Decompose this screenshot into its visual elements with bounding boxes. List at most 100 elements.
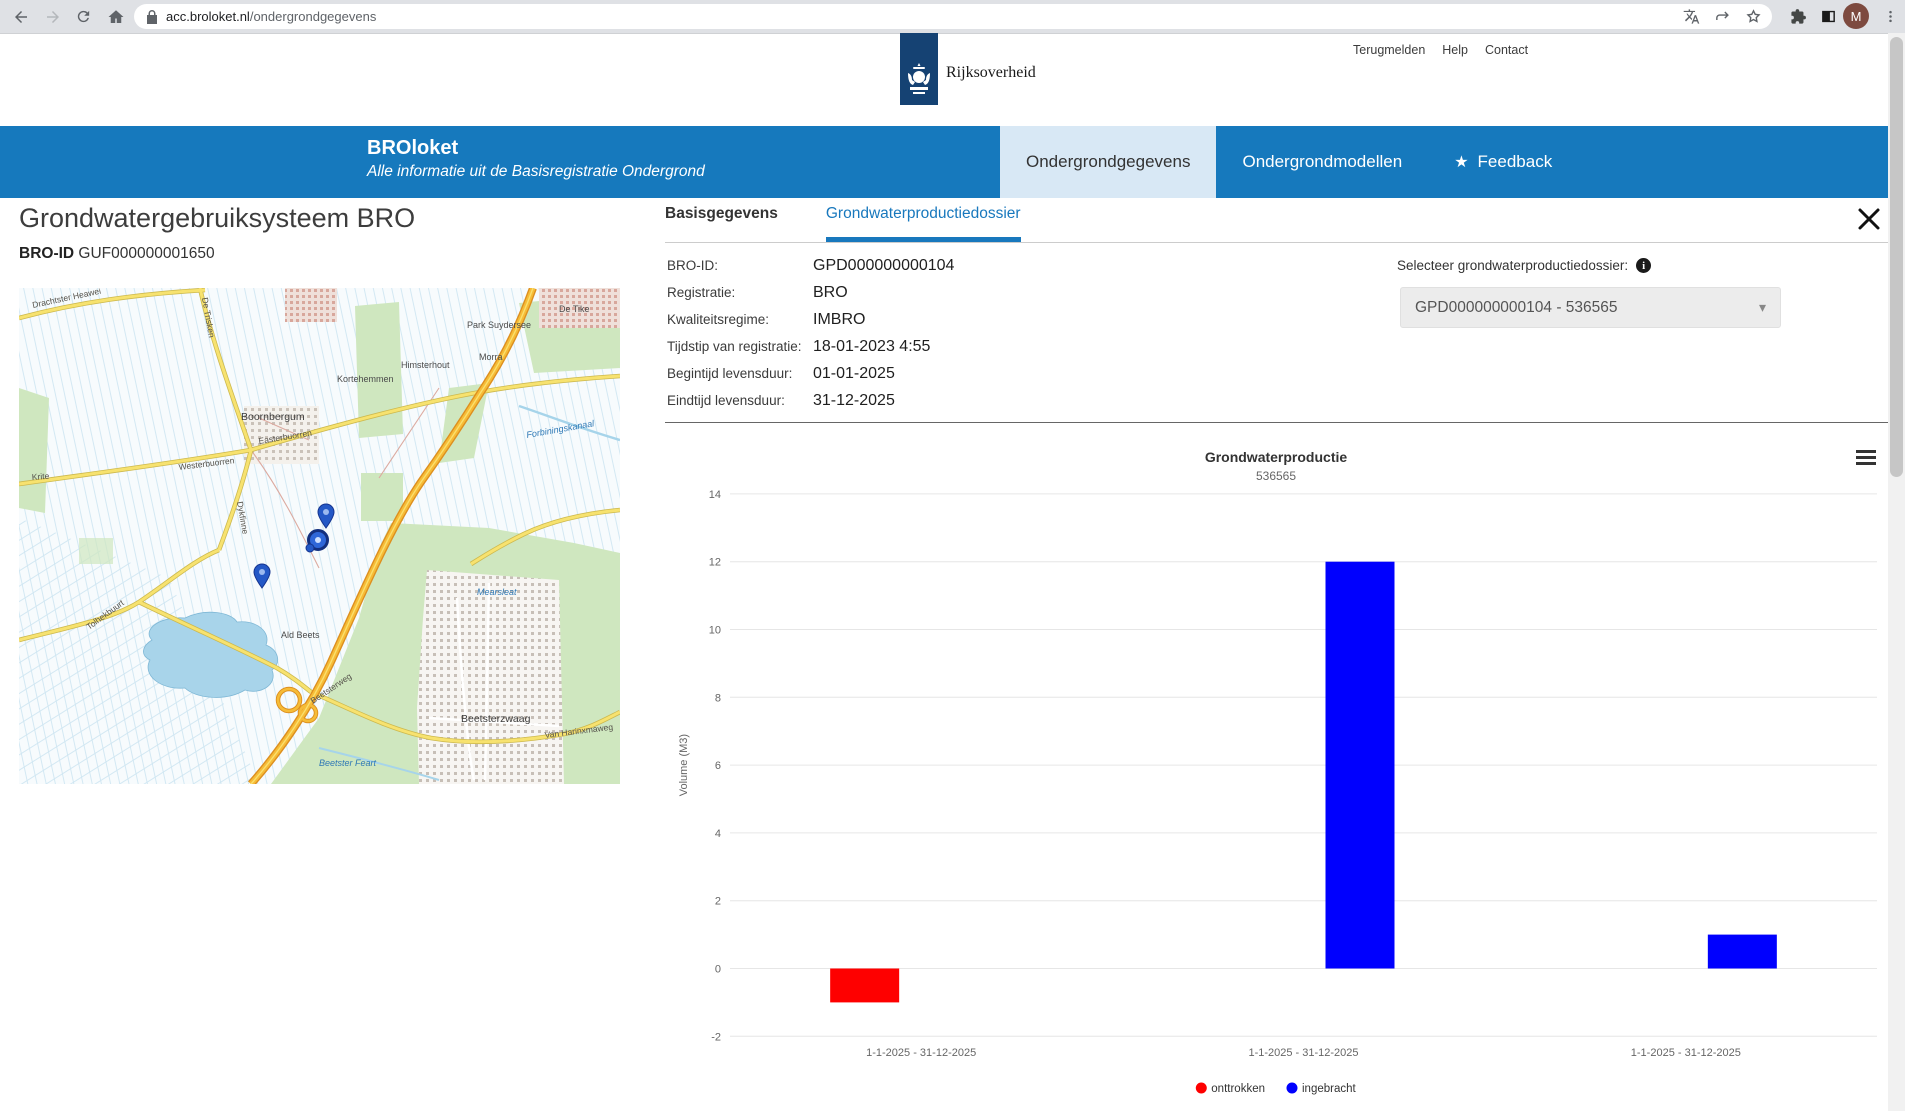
map-label: Beetsterzwaag [461, 713, 531, 725]
tab-grondwaterproductiedossier[interactable]: Grondwaterproductiedossier [826, 205, 1021, 243]
x-tick-label: 1-1-2025 - 31-12-2025 [1631, 1047, 1741, 1059]
y-tick-label: 0 [715, 964, 721, 976]
home-icon[interactable] [103, 4, 128, 29]
map-label: Morra [479, 352, 503, 362]
dossier-select-label: Selecteer grondwaterproductiedossier: i [1397, 258, 1651, 273]
x-tick-label: 1-1-2025 - 31-12-2025 [1248, 1047, 1358, 1059]
bookmark-star-icon[interactable] [1745, 8, 1762, 25]
dossier-select[interactable]: GPD000000000104 - 536565 ▾ [1400, 287, 1781, 328]
map-label: Beetster Feart [319, 758, 377, 768]
field-label: Registratie: [667, 285, 813, 300]
field-value: BRO [813, 284, 848, 302]
chart-subtitle: 536565 [1256, 469, 1296, 483]
browser-toolbar: acc.broloket.nl/ondergrondgegevens M [0, 0, 1905, 33]
field-label: Kwaliteitsregime: [667, 312, 813, 327]
translate-icon[interactable] [1683, 8, 1700, 25]
field-row: Eindtijd levensduur:31-12-2025 [667, 387, 954, 414]
y-tick-label: 14 [709, 489, 721, 501]
map[interactable]: Drachtster HeaweiDe TriskenPark Suyderse… [19, 288, 620, 784]
bar-onttrokken[interactable] [830, 969, 899, 1003]
brand-name: BROloket [367, 137, 458, 159]
y-tick-label: 4 [715, 828, 721, 840]
y-tick-label: 6 [715, 760, 721, 772]
nav-tabs: Ondergrondgegevens Ondergrondmodellen ★F… [1000, 126, 1578, 198]
dossier-fields: BRO-ID:GPD000000000104Registratie:BROKwa… [667, 252, 954, 414]
tab-divider [665, 242, 1888, 243]
nav-tab-ondergrondmodellen[interactable]: Ondergrondmodellen [1216, 126, 1428, 198]
share-icon[interactable] [1714, 8, 1731, 25]
bar-ingebracht[interactable] [1326, 562, 1395, 969]
y-tick-label: 2 [715, 896, 721, 908]
bar-ingebracht[interactable] [1708, 935, 1777, 969]
field-value: IMBRO [813, 311, 865, 329]
main-nav [0, 126, 1905, 198]
back-icon[interactable] [8, 4, 33, 29]
map-label: Park Suydersee [467, 320, 531, 330]
page: acc.broloket.nl/ondergrondgegevens M [0, 0, 1905, 1111]
y-tick-label: 12 [709, 557, 721, 569]
header-links: Terugmelden Help Contact [1353, 43, 1528, 57]
section-divider [665, 422, 1888, 423]
field-label: Eindtijd levensduur: [667, 393, 813, 408]
address-bar[interactable]: acc.broloket.nl/ondergrondgegevens [134, 4, 1772, 29]
y-axis-label: Volume (M3) [678, 734, 690, 796]
map-label: Boornbergum [241, 411, 305, 423]
map-label: Kortehemmen [337, 374, 394, 384]
chart-menu-icon[interactable] [1856, 450, 1876, 466]
brand-tagline: Alle informatie uit de Basisregistratie … [367, 163, 705, 181]
browser-menu-icon[interactable] [1878, 4, 1903, 29]
extensions-icon[interactable] [1786, 4, 1811, 29]
map-label: Ald Beets [281, 630, 320, 640]
field-row: Registratie:BRO [667, 279, 954, 306]
url-text: acc.broloket.nl/ondergrondgegevens [166, 9, 376, 24]
reload-icon[interactable] [71, 4, 96, 29]
chevron-down-icon: ▾ [1759, 299, 1766, 316]
map-label: Krite [31, 471, 49, 482]
field-row: Kwaliteitsregime:IMBRO [667, 306, 954, 333]
field-row: BRO-ID:GPD000000000104 [667, 252, 954, 279]
field-value: GPD000000000104 [813, 257, 954, 275]
legend-marker [1196, 1083, 1207, 1094]
map-dot-marker[interactable] [306, 544, 314, 552]
field-value: 31-12-2025 [813, 392, 895, 410]
map-label: Himsterhout [401, 360, 450, 370]
field-value: 01-01-2025 [813, 365, 895, 383]
field-label: Begintijd levensduur: [667, 366, 813, 381]
logo-text: Rijksoverheid [946, 64, 1036, 82]
legend-label: ingebracht [1302, 1083, 1357, 1095]
tab-basisgegevens[interactable]: Basisgegevens [665, 205, 778, 243]
nav-tab-ondergrondgegevens[interactable]: Ondergrondgegevens [1000, 126, 1216, 198]
link-terugmelden[interactable]: Terugmelden [1353, 43, 1425, 57]
page-title: Grondwatergebruiksysteem BRO [19, 203, 415, 234]
close-icon[interactable] [1856, 206, 1886, 236]
link-help[interactable]: Help [1442, 43, 1468, 57]
profile-avatar[interactable]: M [1843, 3, 1869, 29]
field-value: 18-01-2023 4:55 [813, 338, 930, 356]
scrollbar-thumb[interactable] [1890, 37, 1903, 477]
bro-id-line: BRO-ID GUF000000001650 [19, 245, 215, 263]
legend-marker [1286, 1083, 1297, 1094]
map-label: Mearsleat [477, 587, 517, 597]
info-icon[interactable]: i [1636, 258, 1651, 273]
brand: BROloket Alle informatie uit de Basisreg… [367, 137, 705, 181]
map-label: De Tike [559, 304, 590, 314]
production-chart: Grondwaterproductie 536565 14 12 10 8 6 4 2 0 -2 Vo… [665, 440, 1888, 1105]
forward-icon[interactable] [40, 4, 65, 29]
side-panel-icon[interactable] [1816, 4, 1841, 29]
y-tick-label: 10 [709, 625, 721, 637]
detail-tabs: Basisgegevens Grondwaterproductiedossier [665, 205, 1021, 243]
rijksoverheid-logo [900, 33, 938, 105]
field-row: Tijdstip van registratie:18-01-2023 4:55 [667, 333, 954, 360]
nav-tab-feedback[interactable]: ★Feedback [1428, 126, 1578, 198]
field-label: BRO-ID: [667, 258, 813, 273]
y-tick-label: 8 [715, 692, 721, 704]
field-row: Begintijd levensduur:01-01-2025 [667, 360, 954, 387]
lock-icon [146, 10, 158, 24]
feedback-star-icon: ★ [1454, 152, 1468, 172]
legend-label: onttrokken [1211, 1083, 1265, 1095]
x-tick-label: 1-1-2025 - 31-12-2025 [866, 1047, 976, 1059]
link-contact[interactable]: Contact [1485, 43, 1528, 57]
y-tick-label: -2 [711, 1031, 721, 1043]
chart-title: Grondwaterproductie [1205, 449, 1348, 465]
chart-legend[interactable]: onttrokken ingebracht [1196, 1083, 1357, 1096]
